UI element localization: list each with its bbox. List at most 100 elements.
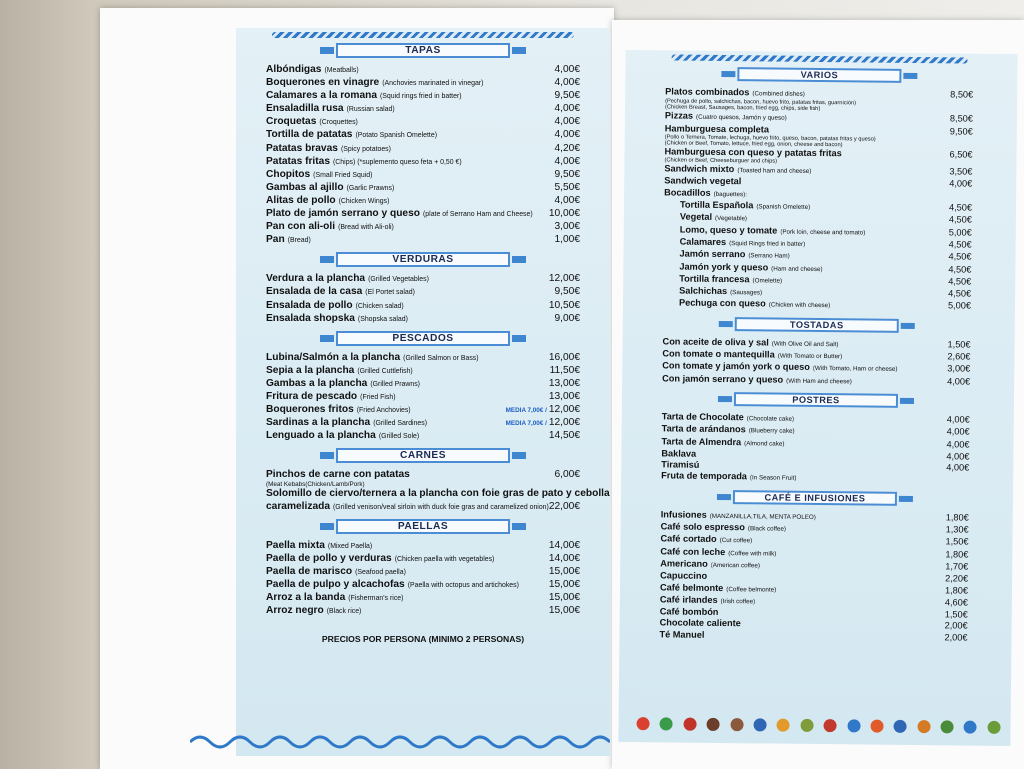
item-note: (Fried Anchovies) bbox=[356, 407, 411, 415]
item-price: 1,50€ bbox=[944, 609, 968, 620]
item-name: Ensaladilla rusa bbox=[266, 103, 344, 115]
item-name: Hamburguesa completa bbox=[664, 122, 770, 135]
item-name: Chocolate caliente bbox=[659, 617, 741, 629]
item-name: Tortilla Española bbox=[679, 199, 754, 211]
item-note: (Vegetable) bbox=[715, 215, 748, 223]
item-note: (Grilled Salmon or Bass) bbox=[403, 354, 479, 362]
item-name: Platos combinados bbox=[665, 86, 750, 98]
wave-border bbox=[190, 735, 610, 749]
item-note: (Black rice) bbox=[326, 608, 362, 616]
item-price: 3,50€ bbox=[949, 166, 973, 177]
menu-item: Pan (Bread) 1,00€ bbox=[266, 234, 580, 247]
menu-item: Pinchos de carne con patatas 6,00€ bbox=[266, 469, 580, 481]
item-price: 2,00€ bbox=[944, 620, 968, 631]
item-note: (American coffee) bbox=[710, 561, 760, 570]
item-name: Sandwich vegetal bbox=[664, 175, 742, 187]
item-price: 15,00€ bbox=[548, 605, 580, 617]
item-name: Sardinas a la plancha bbox=[266, 417, 371, 429]
spacer bbox=[704, 638, 944, 641]
item-name: Café irlandes bbox=[659, 594, 718, 605]
item-price: 4,00€ bbox=[946, 438, 970, 450]
menu-item: Croquetas (Croquettes) 4,00€ bbox=[266, 116, 580, 129]
spacer bbox=[741, 627, 945, 629]
footer-note: PRECIOS POR PERSONA (MINIMO 2 PERSONAS) bbox=[321, 634, 525, 645]
item-price: 10,00€ bbox=[548, 208, 580, 220]
section-title: PESCADOS bbox=[320, 330, 526, 346]
item-name: Pechuga con queso bbox=[678, 297, 766, 309]
item-name: Paella de marisco bbox=[266, 565, 353, 577]
item-note: (Paella with octopus and artichokes) bbox=[407, 581, 519, 589]
item-note: (Meatballs) bbox=[324, 67, 359, 74]
menu-item: Patatas fritas (Chips) (*suplemento queso… bbox=[266, 156, 580, 169]
item-price: 8,50€ bbox=[949, 113, 973, 124]
menu-item: Chopitos (Small Fried Squid) 9,50€ bbox=[266, 169, 580, 182]
menu-item: Fritura de pescado (Fried Fish) 13,00€ bbox=[266, 391, 580, 404]
item-name: Boquerones fritos bbox=[266, 404, 354, 416]
item-price: 4,50€ bbox=[948, 276, 972, 287]
item-price: 4,50€ bbox=[948, 214, 972, 225]
spacer bbox=[787, 120, 950, 122]
section-title: CAFÉ E INFUSIONES bbox=[732, 489, 898, 506]
item-price: 1,70€ bbox=[945, 561, 969, 572]
section-title: VERDURAS bbox=[320, 252, 526, 268]
spacer bbox=[823, 271, 949, 272]
spacer bbox=[776, 555, 945, 557]
item-price: 9,00€ bbox=[554, 312, 581, 324]
item-name: Lenguado a la plancha bbox=[266, 430, 376, 442]
item-name: Paella de pulpo y alcachofas bbox=[266, 578, 405, 590]
menu-item: Gambas al ajillo (Garlic Prawns) 5,50€ bbox=[266, 182, 580, 195]
item-price: 8,50€ bbox=[950, 89, 974, 100]
item-note: (Spanish Omelette) bbox=[756, 203, 811, 211]
item-price: 1,80€ bbox=[945, 512, 969, 523]
item-name: Ensalada de la casa bbox=[266, 286, 363, 298]
item-price: 9,50€ bbox=[554, 286, 581, 298]
item-note: (Omelette) bbox=[752, 277, 783, 285]
item-note: (Squid rings fried in batter) bbox=[380, 93, 462, 101]
spacer bbox=[811, 173, 949, 174]
item-note: (Cuatro quesos, Jamón y queso) bbox=[695, 114, 787, 122]
menu-item: Tortilla de patatas (Potato Spanish Omele… bbox=[266, 129, 580, 142]
spacer bbox=[842, 156, 950, 157]
item-note: (In Season Fruit) bbox=[749, 474, 797, 483]
item-price: 4,00€ bbox=[554, 155, 581, 167]
menu-item: Alitas de pollo (Chicken Wings) 4,00€ bbox=[266, 195, 580, 208]
item-note: (baguettes): bbox=[713, 190, 747, 199]
item-name: Arroz negro bbox=[266, 605, 324, 617]
item-name: Fritura de pescado bbox=[266, 390, 358, 402]
item-name: Café cortado bbox=[660, 533, 717, 545]
item-name: Paella mixta bbox=[266, 539, 325, 551]
item-note: (Potato Spanish Omelette) bbox=[355, 132, 438, 140]
item-note: (Grilled Sardines) bbox=[373, 420, 428, 428]
menu-item: Pechuga con queso (Chicken with cheese) 5,… bbox=[663, 298, 971, 314]
menu-item: Plato de jamón serrano y queso (plate of … bbox=[266, 208, 580, 221]
item-price: 15,00€ bbox=[548, 565, 580, 577]
spacer bbox=[794, 421, 947, 423]
menu-item: Lubina/Salmón a la plancha (Grilled Salmo… bbox=[266, 352, 580, 365]
item-note: (Squid Rings fried in batter) bbox=[729, 240, 806, 248]
item-name: Café belmonte bbox=[659, 581, 724, 593]
item-name: Solomillo de ciervo/ternera a la plancha… bbox=[266, 488, 610, 500]
menu-item: Arroz negro (Black rice) 15,00€ bbox=[266, 605, 580, 618]
item-price: 15,00€ bbox=[548, 578, 580, 590]
menu-item: Verdura a la plancha (Grilled Vegetables)… bbox=[266, 273, 580, 286]
section-title: CARNES bbox=[320, 448, 526, 464]
half-price: MEDIA 7,00€ / bbox=[505, 407, 547, 415]
menu-item: Paella de pollo y verduras (Chicken paell… bbox=[266, 553, 580, 566]
item-name: Albóndigas bbox=[266, 64, 322, 75]
item-price: 3,00€ bbox=[947, 363, 971, 374]
menu-sections: TAPAS Albóndigas (Meatballs) 4,00€ Boquerone… bbox=[266, 43, 610, 645]
menu-item: Fruta de temporada (In Season Fruit) bbox=[661, 471, 969, 487]
item-note: (Small Fried Squid) bbox=[313, 171, 373, 179]
item-note: (Fisherman's rice) bbox=[348, 595, 404, 602]
spacer bbox=[865, 234, 948, 235]
wave bbox=[190, 735, 610, 749]
menu-item: Paella de pulpo y alcachofas (Paella with… bbox=[266, 579, 580, 592]
item-price: 22,00€ bbox=[548, 500, 580, 512]
item-name: Croquetas bbox=[266, 116, 317, 128]
rope-border bbox=[272, 32, 574, 38]
item-name: Café con leche bbox=[660, 545, 726, 557]
item-price: 4,00€ bbox=[554, 194, 581, 206]
spacer bbox=[805, 96, 950, 98]
item-name: Gambas al ajillo bbox=[266, 181, 344, 193]
spacer bbox=[696, 457, 946, 460]
